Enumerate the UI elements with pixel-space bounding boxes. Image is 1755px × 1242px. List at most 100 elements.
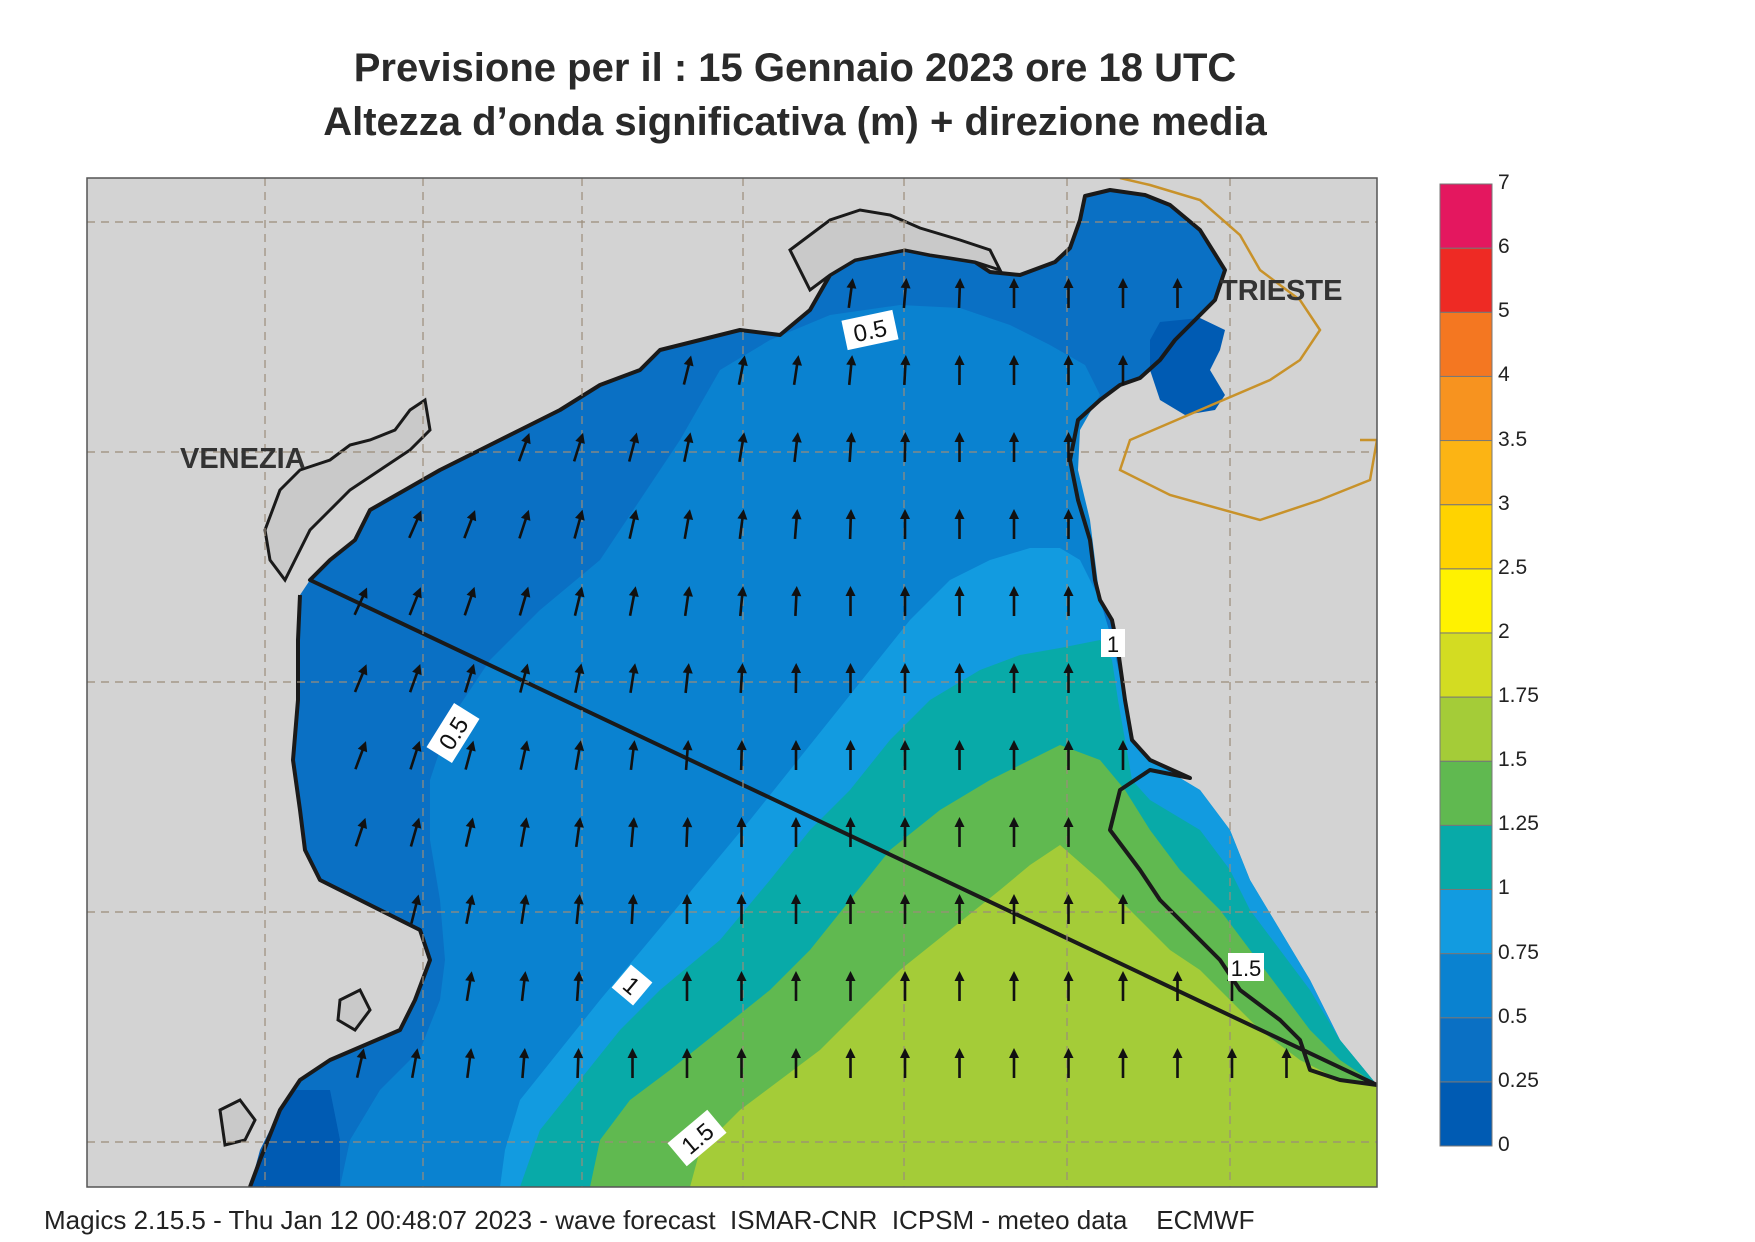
wave-arrow-head (845, 509, 856, 520)
wave-arrow-head (954, 971, 965, 981)
wave-arrow-head (1063, 586, 1074, 596)
contour-label-1-5-east: 1.5 (1228, 953, 1264, 981)
legend-swatch (1439, 696, 1493, 762)
wave-arrow-head (683, 432, 694, 444)
wave-arrow-head (954, 663, 965, 673)
legend-swatch (1439, 953, 1493, 1019)
graticule (87, 178, 1377, 1187)
wave-arrow-head (900, 894, 910, 904)
wave-arrow-head (1009, 663, 1019, 673)
wave-arrow-head (629, 509, 639, 521)
wave-arrow-head (628, 740, 639, 751)
wave-arrow-head (954, 817, 965, 827)
wave-arrow-head (1063, 432, 1074, 442)
contour-label-1-east: 1 (1101, 629, 1125, 657)
wave-arrow-head (520, 663, 531, 675)
wave-arrow-head (737, 586, 748, 597)
wave-band-0 (1150, 318, 1225, 415)
wave-arrow-head (573, 1048, 584, 1059)
wave-arrow-head (845, 740, 856, 750)
legend-tick-label: 1.5 (1498, 748, 1528, 772)
legend-tick-label: 1 (1498, 876, 1510, 900)
wave-arrow-head (1118, 894, 1128, 904)
wave-arrow-head (845, 586, 856, 596)
wave-arrow-head (900, 278, 911, 289)
legend-swatch (1439, 1081, 1493, 1147)
wave-band-0-sw (250, 1090, 340, 1187)
wave-arrow-head (1063, 894, 1074, 904)
wave-arrow-head (466, 510, 477, 522)
wave-arrow-head (519, 817, 530, 829)
city-label-trieste: TRIESTE (1220, 275, 1342, 307)
wave-arrow-head (791, 509, 802, 520)
wave-arrow-head (900, 1048, 910, 1058)
wave-arrow-head (465, 894, 476, 906)
legend-swatch (1439, 504, 1493, 570)
legend-swatch (1439, 311, 1493, 377)
wave-arrow-head (736, 817, 747, 827)
wave-arrow-head (575, 509, 585, 521)
legend-tick-label: 4 (1498, 363, 1510, 387)
wave-arrow-head (412, 510, 422, 522)
wave-arrow-head (1172, 278, 1183, 288)
wave-arrow-head (682, 894, 693, 905)
wave-arrow-head (573, 894, 584, 905)
wave-arrow-head (682, 663, 693, 674)
legend-colorbar (1439, 183, 1493, 1147)
wave-arrow-head (1009, 432, 1019, 442)
wave-arrow-head (736, 740, 747, 751)
wave-arrow-head (683, 509, 694, 520)
wave-arrow-head (1118, 355, 1128, 365)
legend-tick-label: 3.5 (1498, 427, 1528, 451)
wave-arrow-head (1118, 1048, 1128, 1058)
wave-arrow-head (791, 894, 801, 904)
wave-arrow-head (900, 817, 910, 827)
wave-arrow-head (1172, 1048, 1183, 1058)
wave-arrow-head (1009, 817, 1019, 827)
wave-arrow-head (1172, 971, 1183, 981)
wave-arrow-head (573, 971, 584, 982)
wave-arrow-head (791, 586, 802, 597)
wave-arrow-head (466, 663, 476, 675)
wave-arrow-head (900, 355, 911, 366)
wave-arrow-head (682, 971, 692, 981)
wave-arrow-head (519, 1048, 530, 1059)
wave-arrow-head (465, 740, 476, 752)
wave-arrow-head (736, 663, 747, 674)
wave-arrow-head (792, 355, 802, 366)
legend-tick-label: 7 (1498, 171, 1510, 194)
wave-arrow-head (791, 740, 801, 750)
wave-arrow-head (464, 1048, 475, 1059)
legend-tick-label: 6 (1498, 235, 1510, 259)
legend-swatch (1439, 1017, 1493, 1083)
wave-arrow-head (627, 1048, 638, 1058)
wave-band-6 (690, 845, 1377, 1187)
wave-arrow-head (1009, 509, 1019, 519)
wave-arrow-head (900, 586, 910, 596)
wave-arrow-head (465, 817, 476, 829)
wave-arrow-head (520, 509, 531, 521)
wave-arrow-head (1063, 971, 1074, 981)
contour-label-1-center: 1 (611, 964, 653, 1006)
wave-arrow-head (1009, 740, 1019, 750)
legend-swatch (1439, 632, 1493, 698)
venice-lagoon (263, 397, 432, 583)
wave-arrow-head (736, 971, 747, 981)
wave-arrow-head (791, 432, 802, 443)
wave-arrow-head (358, 664, 368, 676)
wave-arrow-head (736, 1048, 747, 1058)
wave-arrow-head (411, 817, 422, 829)
wave-arrow-head (574, 586, 585, 598)
wave-arrow-head (357, 817, 367, 829)
legend-swatch (1439, 760, 1493, 826)
legend-tick-label: 0.5 (1498, 1004, 1528, 1028)
wave-arrow-head (682, 740, 693, 751)
wave-arrow-head (1063, 740, 1074, 750)
wave-arrow-head (954, 278, 965, 289)
legend-tick-label: 2 (1498, 619, 1510, 643)
wave-arrow-head (412, 587, 422, 599)
wave-arrow-head (1281, 1048, 1292, 1058)
wave-arrow-head (358, 587, 368, 599)
wave-arrow-head (954, 894, 965, 904)
wave-arrow-head (628, 817, 639, 828)
